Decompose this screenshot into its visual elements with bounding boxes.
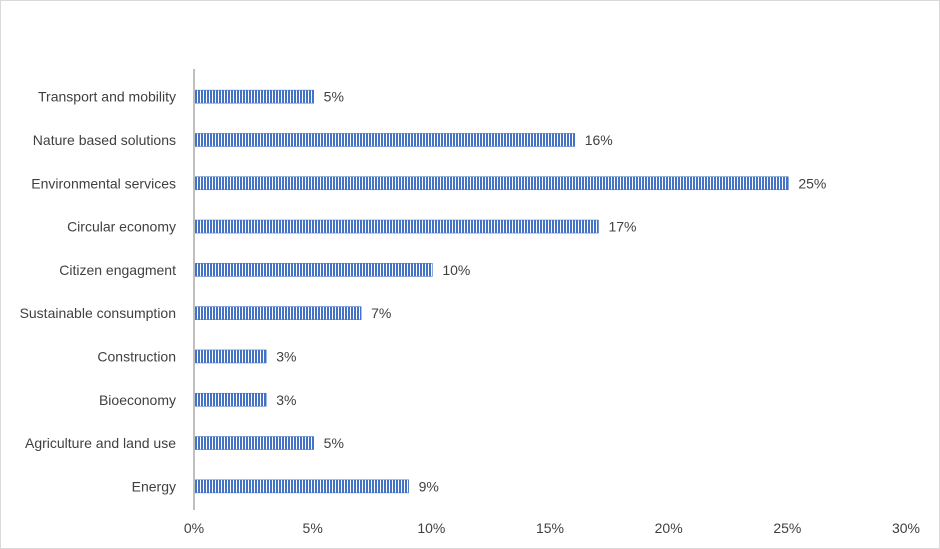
x-tick-label: 25% bbox=[773, 520, 801, 536]
x-tick-label: 5% bbox=[303, 520, 323, 536]
category-label: Sustainable consumption bbox=[20, 305, 176, 321]
x-tick-label: 10% bbox=[417, 520, 445, 536]
bar-7 bbox=[194, 392, 267, 407]
x-tick-label: 20% bbox=[655, 520, 683, 536]
data-label: 25% bbox=[798, 175, 826, 191]
bar-1 bbox=[194, 133, 576, 147]
bar-5 bbox=[194, 306, 362, 320]
bar-4 bbox=[194, 263, 433, 277]
category-label: Transport and mobility bbox=[38, 89, 176, 105]
x-tick-label: 0% bbox=[184, 520, 204, 536]
bar-6 bbox=[194, 349, 267, 364]
x-tick-label: 30% bbox=[892, 520, 920, 536]
data-label: 17% bbox=[608, 219, 636, 235]
category-labels: Transport and mobility Nature based solut… bbox=[20, 89, 177, 495]
category-label: Construction bbox=[97, 348, 176, 364]
data-labels: 5% 16% 25% 17% 10% 7% 3% 3% 5% 9% bbox=[276, 89, 826, 495]
bar-0 bbox=[194, 89, 314, 104]
bars-group bbox=[194, 89, 789, 494]
bar-2 bbox=[194, 176, 789, 191]
data-label: 9% bbox=[419, 478, 439, 494]
category-label: Citizen engagment bbox=[59, 262, 176, 278]
data-label: 10% bbox=[442, 262, 470, 278]
data-label: 5% bbox=[324, 435, 344, 451]
data-label: 16% bbox=[585, 132, 613, 148]
bar-9 bbox=[194, 479, 409, 494]
data-label: 3% bbox=[276, 348, 296, 364]
bar-8 bbox=[194, 436, 314, 450]
category-label: Nature based solutions bbox=[33, 132, 176, 148]
data-label: 5% bbox=[324, 89, 344, 105]
category-label: Agriculture and land use bbox=[25, 435, 176, 451]
x-tick-label: 15% bbox=[536, 520, 564, 536]
x-axis-ticks: 0% 5% 10% 15% 20% 25% 30% bbox=[184, 520, 920, 536]
data-label: 7% bbox=[371, 305, 391, 321]
category-label: Environmental services bbox=[31, 175, 176, 191]
category-label: Circular economy bbox=[67, 219, 176, 235]
data-label: 3% bbox=[276, 392, 296, 408]
bar-3 bbox=[194, 219, 599, 234]
category-label: Bioeconomy bbox=[99, 392, 176, 408]
category-label: Energy bbox=[132, 478, 176, 494]
